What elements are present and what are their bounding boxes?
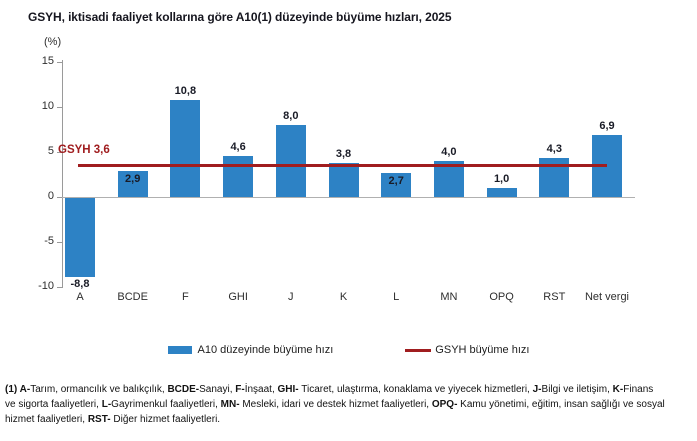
bar-value-label: 8,0 [283,110,299,122]
gsyh-reference-line [78,163,607,167]
category-label: OPQ [489,291,514,303]
legend-label-gsyh: GSYH büyüme hızı [435,344,530,356]
bar [117,170,148,197]
y-axis-tick-label: -5 [44,235,54,247]
category-label: J [288,291,294,303]
category-label: Net vergi [584,291,630,303]
bar-value-label: -8,8 [70,278,90,291]
zero-line [62,197,635,198]
bar-value-label: 1,0 [493,173,510,185]
bar-value-label: 2,7 [388,174,404,187]
category-label: A [76,291,84,303]
category-label: L [393,291,400,303]
y-axis-tick-label: 5 [47,145,54,157]
y-axis-unit-label: (%) [44,36,62,48]
category-label: K [339,291,348,303]
bar-value-label: 3,8 [335,147,352,160]
chart-legend: A10 düzeyinde büyüme hızı GSYH büyüme hı… [0,344,697,356]
y-axis-tick [57,62,62,63]
category-label: F [182,291,189,303]
bar-value-label: 4,0 [441,146,457,158]
y-axis-tick-label: 15 [41,55,54,67]
bar-swatch-icon [167,346,192,354]
bar [223,155,254,197]
bar-value-label: 4,3 [546,143,562,156]
category-label: RST [543,291,566,303]
bar [328,162,359,197]
y-axis-tick-label: 0 [47,190,54,202]
bar-value-label: 6,9 [599,119,615,132]
legend-label-a10: A10 düzeyinde büyüme hızı [197,344,334,356]
y-axis-tick [57,107,62,108]
bar-value-label: 10,8 [174,84,197,97]
category-label: GHI [228,291,248,303]
bar [170,99,201,197]
y-axis-tick [57,152,62,153]
legend-item-a10: A10 düzeyinde büyüme hızı [167,344,334,356]
y-axis-tick-label: 10 [41,100,54,112]
y-axis-tick [57,287,62,288]
y-axis-line [62,60,63,288]
bar [65,198,95,278]
y-axis-tick-label: -10 [38,280,54,292]
y-axis-tick [57,197,62,198]
bar [381,172,412,197]
category-label: BCDE [117,291,148,303]
bar-value-label: 4,6 [230,140,246,153]
gsyh-line-label: GSYH 3,6 [58,143,110,156]
footnote: (1) A-Tarım, ormancılık ve balıkçılık, B… [5,384,665,425]
bar [433,161,464,197]
legend-item-gsyh: GSYH büyüme hızı [405,344,529,356]
bar-value-label: 2,9 [125,172,141,185]
line-swatch-icon [405,348,432,352]
y-axis-tick [57,242,62,243]
category-label: MN [440,291,458,303]
bar [275,125,306,197]
page-title: GSYH, iktisadi faaliyet kollarına göre A… [28,10,452,24]
bar [486,188,517,197]
